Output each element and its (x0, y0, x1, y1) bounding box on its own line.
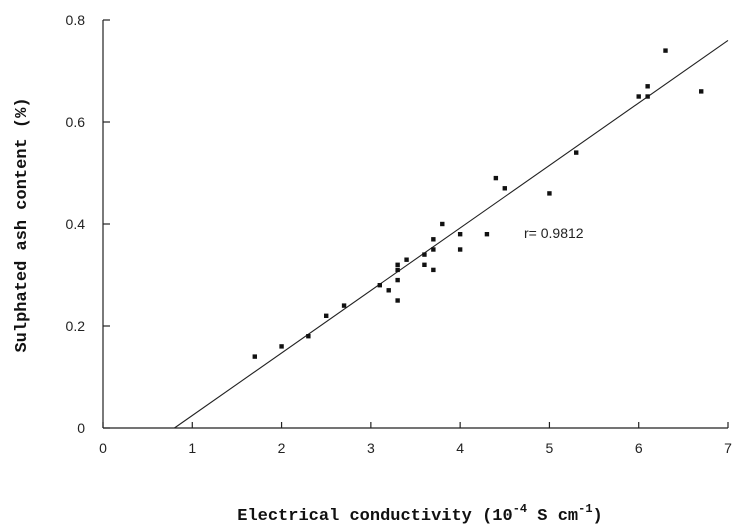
x-axis-label-close: ) (593, 507, 603, 526)
data-point (484, 232, 490, 237)
data-point (422, 262, 427, 267)
data-point (252, 354, 257, 359)
x-tick-label: 3 (367, 440, 375, 456)
data-point (422, 252, 427, 257)
x-tick-label: 4 (456, 440, 464, 456)
data-point (493, 175, 499, 181)
x-tick-label: 5 (546, 440, 554, 456)
correlation-annotation: r= 0.9812 (524, 225, 584, 241)
data-point (636, 94, 641, 99)
y-ticks: 0 0.2 0.4 0.6 0.8 (66, 12, 110, 436)
data-point (663, 48, 668, 53)
y-tick-label: 0.6 (66, 114, 86, 130)
x-axis-label-exp2: -1 (578, 502, 592, 516)
x-ticks: 0 1 2 3 4 5 6 7 (99, 422, 732, 456)
data-point (395, 267, 400, 273)
x-tick-label: 7 (724, 440, 732, 456)
x-axis-label-main: Electrical conductivity (10 (237, 507, 512, 526)
x-tick-label: 1 (188, 440, 196, 456)
data-point (306, 334, 311, 339)
regression-line (174, 39, 729, 429)
data-point (645, 94, 650, 99)
data-point (431, 267, 436, 273)
x-tick-label: 0 (99, 440, 107, 456)
x-axis-label-exp1: -4 (513, 502, 527, 516)
data-point (279, 344, 284, 349)
data-point (431, 247, 436, 252)
data-points (252, 48, 704, 359)
data-point (395, 262, 400, 267)
data-point (395, 298, 400, 303)
y-tick-label: 0.2 (66, 318, 86, 334)
regression-line-group (174, 39, 729, 429)
y-tick-label: 0.4 (66, 216, 86, 232)
data-point (440, 221, 445, 227)
data-point (574, 150, 579, 155)
data-point (395, 277, 400, 283)
data-point (377, 283, 382, 288)
y-tick-label: 0 (77, 420, 85, 436)
y-tick-label: 0.8 (66, 12, 86, 28)
data-point (502, 186, 507, 191)
x-axis-label-unit: S cm (527, 507, 578, 526)
data-point (341, 303, 347, 308)
data-point (547, 191, 552, 196)
x-tick-label: 2 (278, 440, 286, 456)
x-axis-label: Electrical conductivity (10-4 S cm-1) (237, 502, 602, 526)
data-point (457, 232, 463, 237)
data-point (699, 89, 704, 94)
data-point (386, 288, 391, 293)
data-point (457, 247, 463, 252)
x-tick-label: 6 (635, 440, 643, 456)
data-point (324, 313, 329, 318)
y-axis-label: Sulphated ash content (%) (13, 97, 32, 352)
data-point (404, 257, 409, 262)
data-point (431, 237, 436, 242)
axes (102, 20, 728, 429)
data-point (645, 84, 650, 89)
